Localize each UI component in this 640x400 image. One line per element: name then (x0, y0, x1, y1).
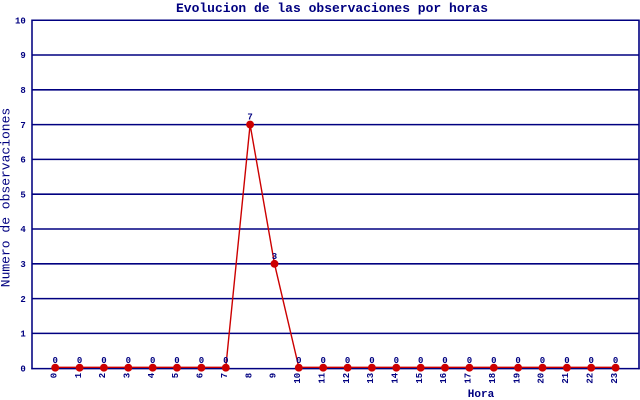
svg-text:0: 0 (223, 356, 228, 366)
svg-text:12: 12 (342, 373, 352, 384)
svg-text:13: 13 (366, 373, 376, 384)
svg-text:0: 0 (49, 373, 59, 378)
svg-text:5: 5 (20, 190, 25, 200)
svg-text:4: 4 (147, 372, 157, 378)
svg-text:0: 0 (467, 356, 472, 366)
svg-text:23: 23 (610, 373, 620, 384)
svg-text:5: 5 (171, 373, 181, 378)
svg-text:0: 0 (442, 356, 447, 366)
svg-text:0: 0 (418, 356, 423, 366)
svg-text:0: 0 (588, 356, 593, 366)
svg-text:0: 0 (150, 356, 155, 366)
svg-text:0: 0 (52, 356, 57, 366)
svg-text:0: 0 (491, 356, 496, 366)
svg-text:0: 0 (20, 365, 25, 375)
svg-text:14: 14 (391, 372, 401, 383)
svg-text:9: 9 (269, 373, 279, 378)
svg-text:Hora: Hora (468, 389, 495, 400)
svg-text:3: 3 (272, 252, 277, 262)
svg-text:4: 4 (20, 225, 26, 235)
svg-text:16: 16 (439, 373, 449, 384)
svg-text:0: 0 (394, 356, 399, 366)
svg-text:0: 0 (126, 356, 131, 366)
svg-text:0: 0 (515, 356, 520, 366)
svg-text:15: 15 (415, 373, 425, 384)
svg-text:6: 6 (196, 373, 206, 378)
svg-text:10: 10 (293, 373, 303, 384)
svg-text:7: 7 (220, 373, 230, 378)
svg-text:3: 3 (20, 260, 25, 270)
svg-text:Numero de observaciones: Numero de observaciones (0, 108, 14, 287)
svg-text:0: 0 (540, 356, 545, 366)
svg-text:0: 0 (613, 356, 618, 366)
svg-text:0: 0 (345, 356, 350, 366)
svg-text:20: 20 (537, 373, 547, 384)
svg-text:9: 9 (20, 51, 25, 61)
svg-text:8: 8 (244, 373, 254, 378)
svg-text:7: 7 (20, 121, 25, 131)
svg-text:6: 6 (20, 156, 25, 166)
svg-text:0: 0 (101, 356, 106, 366)
svg-text:18: 18 (488, 373, 498, 384)
svg-text:Evolucion de las observaciones: Evolucion de las observaciones por horas (176, 1, 488, 16)
svg-text:0: 0 (320, 356, 325, 366)
svg-text:0: 0 (174, 356, 179, 366)
svg-text:0: 0 (564, 356, 569, 366)
svg-text:1: 1 (20, 330, 26, 340)
svg-text:0: 0 (296, 356, 301, 366)
svg-text:10: 10 (15, 16, 26, 26)
svg-text:0: 0 (369, 356, 374, 366)
svg-text:11: 11 (317, 372, 327, 383)
svg-text:21: 21 (561, 372, 571, 383)
svg-text:0: 0 (199, 356, 204, 366)
svg-text:17: 17 (464, 373, 474, 384)
svg-text:7: 7 (247, 113, 252, 123)
svg-text:3: 3 (123, 373, 133, 378)
svg-text:0: 0 (77, 356, 82, 366)
svg-text:1: 1 (74, 372, 84, 378)
svg-text:2: 2 (20, 295, 25, 305)
svg-text:8: 8 (20, 86, 25, 96)
svg-text:22: 22 (585, 373, 595, 384)
svg-text:2: 2 (98, 373, 108, 378)
svg-text:19: 19 (512, 373, 522, 384)
